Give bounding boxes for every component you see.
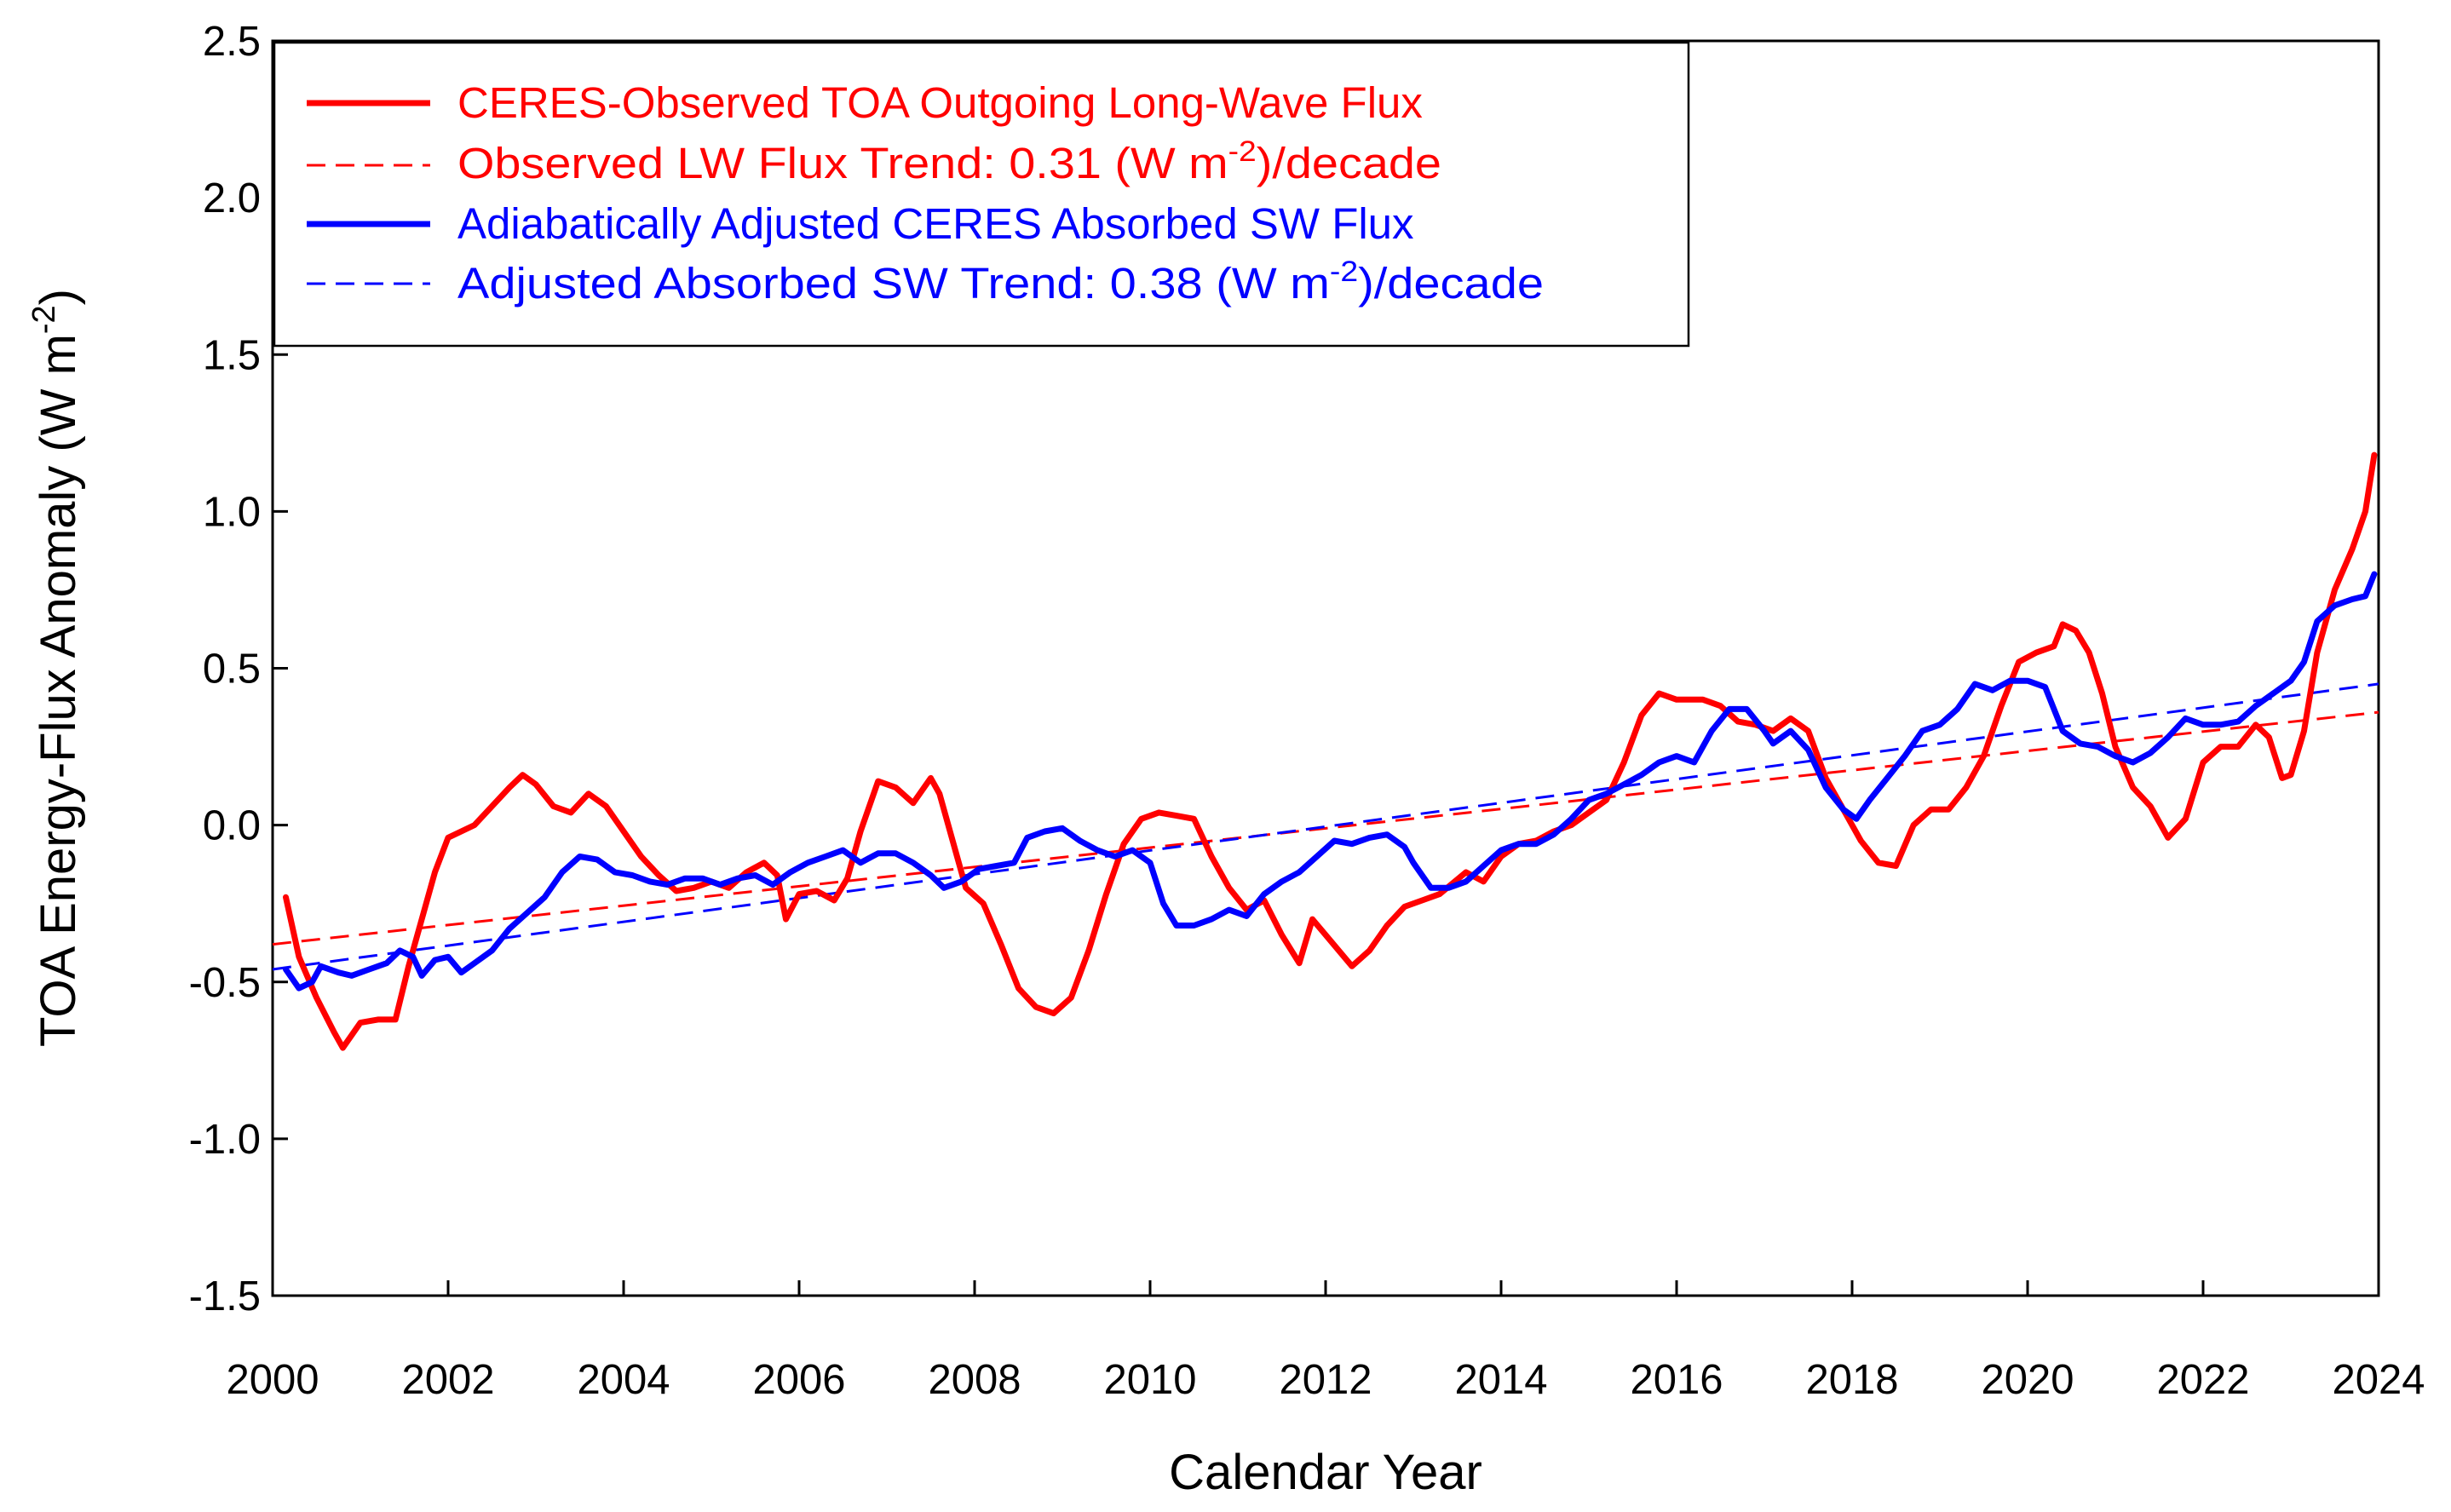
legend-label-lw-flux: CERES-Observed TOA Outgoing Long-Wave Fl…	[457, 78, 1423, 127]
y-tick-label: -0.5	[189, 960, 261, 1006]
x-tick-label: 2000	[226, 1357, 319, 1403]
x-tick-label: 2012	[1279, 1357, 1372, 1403]
x-tick-label: 2020	[1981, 1357, 2074, 1403]
y-tick-label: 1.0	[203, 489, 261, 535]
legend-label-sw-trend: Adjusted Absorbed SW Trend: 0.38 (W m -2)…	[457, 256, 1544, 308]
y-tick-label: 1.5	[203, 332, 261, 378]
series-layer	[272, 451, 2379, 1051]
series-sw-flux-line	[283, 571, 2378, 992]
series-lw-flux-line	[283, 451, 2378, 1051]
legend-label-sw-flux: Adiabatically Adjusted CERES Absorbed SW…	[457, 199, 1414, 248]
series-lw-trend-line	[272, 710, 2379, 946]
x-tick-label: 2014	[1454, 1357, 1547, 1403]
x-tick-label: 2024	[2332, 1357, 2425, 1403]
y-tick-label: -1.0	[189, 1117, 261, 1163]
legend: CERES-Observed TOA Outgoing Long-Wave Fl…	[273, 41, 1690, 348]
y-tick-label: 2.5	[203, 19, 261, 65]
y-axis-title: TOA Energy-Flux Anomaly (W m-2)	[26, 289, 86, 1047]
x-tick-label: 2018	[1805, 1357, 1898, 1403]
x-tick-label: 2010	[1103, 1357, 1196, 1403]
x-tick-label: 2008	[928, 1357, 1021, 1403]
x-axis-title: Calendar Year	[1169, 1445, 1482, 1500]
x-axis-ticks: 2000 2002 2004 2006 2008 2010 2012 2014 2016 2018…	[226, 1280, 2425, 1403]
y-tick-label: 0.5	[203, 647, 261, 693]
legend-box	[273, 41, 1690, 348]
x-tick-label: 2002	[401, 1357, 494, 1403]
x-tick-label: 2004	[577, 1357, 670, 1403]
x-tick-label: 2022	[2156, 1357, 2249, 1403]
x-tick-label: 2006	[752, 1357, 845, 1403]
y-tick-label: 0.0	[203, 803, 261, 849]
legend-label-lw-trend: Observed LW Flux Trend: 0.31 (W m -2)/dec…	[457, 135, 1441, 187]
y-tick-label: -1.5	[189, 1273, 261, 1319]
y-axis-ticks: -1.5 -1.0 -0.5 0.0 0.5 1.0 1.5 2.0 2.5	[189, 19, 288, 1319]
x-tick-label: 2016	[1630, 1357, 1723, 1403]
y-tick-label: 2.0	[203, 175, 261, 221]
series-sw-trend-line	[272, 682, 2379, 971]
